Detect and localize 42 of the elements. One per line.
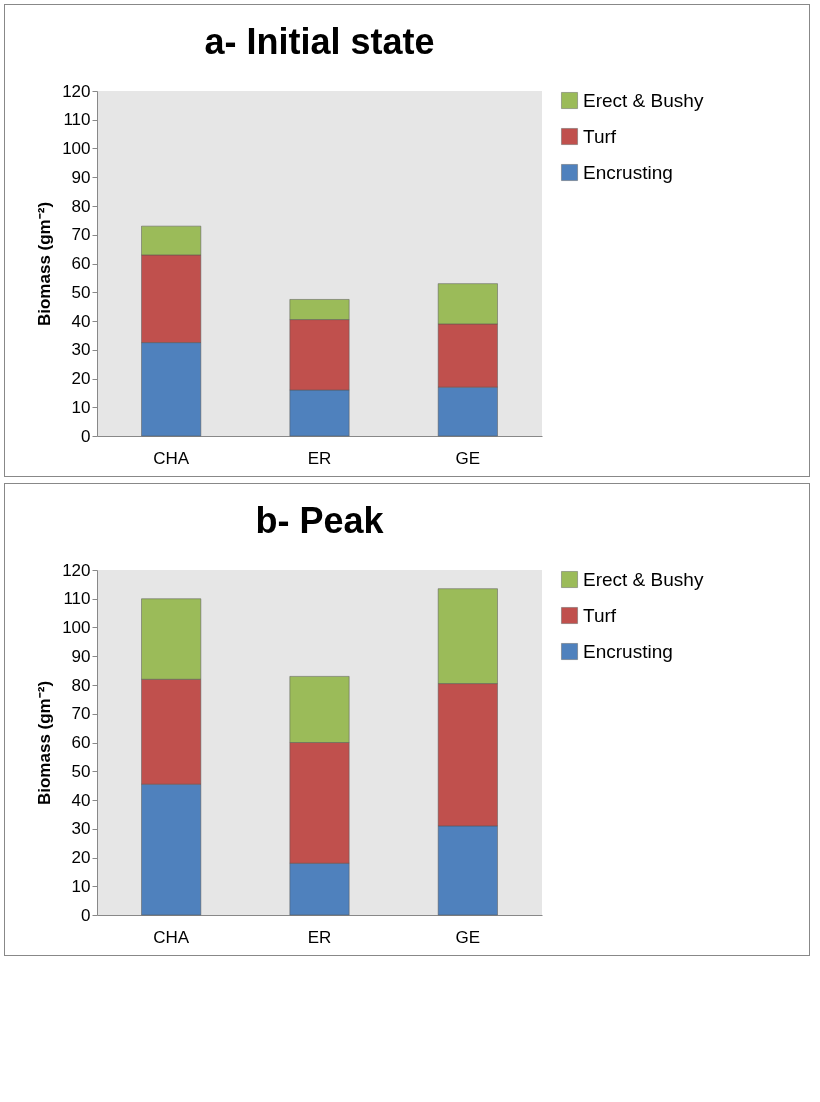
y-tick-label: 120 <box>62 560 91 580</box>
y-tick-label: 0 <box>81 905 91 925</box>
y-tick-label: 90 <box>71 646 91 666</box>
y-tick-label: 120 <box>62 81 91 101</box>
y-tick-label: 50 <box>71 761 91 781</box>
y-tick-label: 90 <box>71 167 91 187</box>
y-tick-label: 80 <box>71 196 91 216</box>
y-tick-label: 60 <box>71 254 91 273</box>
y-tick-label: 70 <box>71 225 91 245</box>
legend-label: Erect & Bushy <box>583 89 704 111</box>
x-tick-label: GE <box>455 448 481 468</box>
y-axis-title: Biomass (gm⁻²) <box>35 201 55 327</box>
y-axis-title: Biomass (gm⁻²) <box>35 680 55 806</box>
y-tick-label: 30 <box>71 819 91 839</box>
y-tick-label: 40 <box>71 790 91 810</box>
y-tick-label: 0 <box>81 426 91 446</box>
y-tick-label: 10 <box>71 397 91 417</box>
x-tick-label: ER <box>307 927 332 947</box>
y-tick-label: 40 <box>71 311 91 331</box>
y-tick-label: 60 <box>71 733 91 752</box>
legend-label: Turf <box>583 125 617 147</box>
x-tick-label: ER <box>307 448 332 468</box>
y-tick-label: 100 <box>62 139 91 158</box>
legend-label: Turf <box>583 604 617 626</box>
y-tick-label: 100 <box>62 618 91 637</box>
y-tick-label: 80 <box>71 675 91 695</box>
y-tick-label: 110 <box>63 589 91 609</box>
y-tick-label: 10 <box>71 876 91 896</box>
y-tick-label: 110 <box>63 110 91 130</box>
x-tick-label: GE <box>455 927 481 947</box>
y-tick-label: 30 <box>71 340 91 360</box>
legend-label: Encrusting <box>583 161 673 183</box>
x-tick-label: CHA <box>153 448 190 468</box>
legend-label: Erect & Bushy <box>583 568 704 590</box>
chart-title: b- Peak <box>255 500 385 541</box>
x-tick-label: CHA <box>153 927 190 947</box>
chart-title: a- Initial state <box>204 21 435 62</box>
y-tick-label: 20 <box>71 848 91 867</box>
legend-label: Encrusting <box>583 640 673 662</box>
y-tick-label: 20 <box>71 369 91 388</box>
y-tick-label: 70 <box>71 704 91 724</box>
y-tick-label: 50 <box>71 282 91 302</box>
